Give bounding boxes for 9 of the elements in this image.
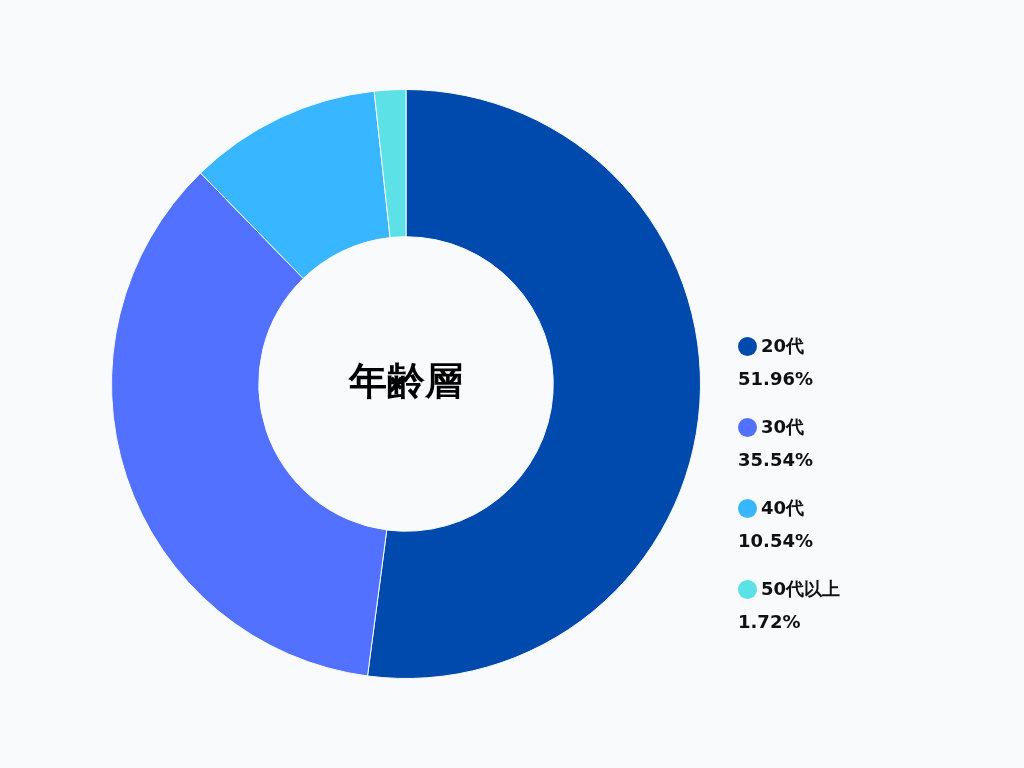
legend-label: 20代 bbox=[761, 334, 805, 358]
legend-label: 30代 bbox=[761, 415, 805, 439]
legend-label: 50代以上 bbox=[761, 577, 841, 601]
data-label: 10.54% bbox=[738, 530, 814, 551]
data-label: 51.96% bbox=[738, 368, 814, 389]
data-label: 1.72% bbox=[738, 611, 802, 632]
legend-label: 40代 bbox=[761, 496, 805, 520]
text: 年齢層 bbox=[348, 358, 463, 403]
data-label: 35.54% bbox=[738, 449, 814, 470]
